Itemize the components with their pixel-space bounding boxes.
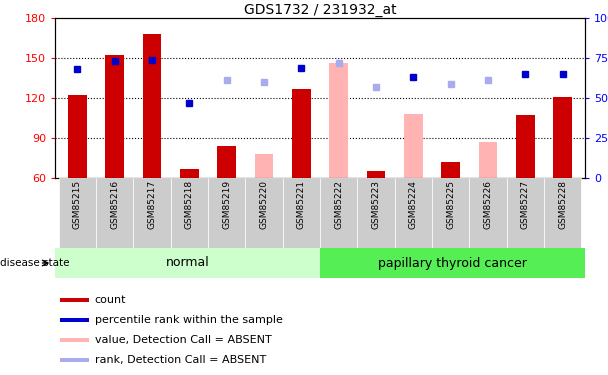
Text: GSM85217: GSM85217 xyxy=(148,180,156,229)
Bar xyxy=(255,154,274,178)
Bar xyxy=(59,178,96,248)
Bar xyxy=(432,178,469,248)
Bar xyxy=(133,178,171,248)
Text: value, Detection Call = ABSENT: value, Detection Call = ABSENT xyxy=(95,335,272,345)
Text: papillary thyroid cancer: papillary thyroid cancer xyxy=(378,256,527,270)
Bar xyxy=(180,169,199,178)
Text: GSM85215: GSM85215 xyxy=(73,180,82,229)
Text: normal: normal xyxy=(165,256,209,270)
Text: GSM85223: GSM85223 xyxy=(371,180,381,229)
Text: GSM85227: GSM85227 xyxy=(521,180,530,229)
Bar xyxy=(478,142,497,178)
Bar xyxy=(292,88,311,178)
Text: GSM85225: GSM85225 xyxy=(446,180,455,229)
Bar xyxy=(516,116,534,178)
Text: GSM85222: GSM85222 xyxy=(334,180,343,229)
Bar xyxy=(367,171,385,178)
Bar xyxy=(404,114,423,178)
Bar xyxy=(60,298,89,302)
Bar xyxy=(96,178,133,248)
Bar xyxy=(171,178,208,248)
Bar xyxy=(395,178,432,248)
Bar xyxy=(469,178,506,248)
Bar xyxy=(246,178,283,248)
Bar xyxy=(506,178,544,248)
Text: GSM85218: GSM85218 xyxy=(185,180,194,229)
Bar xyxy=(105,56,124,178)
Bar xyxy=(320,178,358,248)
Bar xyxy=(208,178,246,248)
Text: rank, Detection Call = ABSENT: rank, Detection Call = ABSENT xyxy=(95,355,266,365)
Text: GSM85219: GSM85219 xyxy=(222,180,231,229)
Bar xyxy=(68,95,87,178)
Bar xyxy=(358,178,395,248)
Bar xyxy=(55,248,320,278)
Bar xyxy=(60,338,89,342)
Text: GSM85226: GSM85226 xyxy=(483,180,492,229)
Text: disease state: disease state xyxy=(0,258,69,268)
Bar xyxy=(143,34,161,178)
Bar xyxy=(60,318,89,322)
Text: percentile rank within the sample: percentile rank within the sample xyxy=(95,315,283,325)
Text: count: count xyxy=(95,295,126,305)
Text: GSM85216: GSM85216 xyxy=(110,180,119,229)
Bar xyxy=(553,97,572,178)
Title: GDS1732 / 231932_at: GDS1732 / 231932_at xyxy=(244,3,396,17)
Bar xyxy=(60,358,89,362)
Text: GSM85224: GSM85224 xyxy=(409,180,418,229)
Bar xyxy=(330,63,348,178)
Text: GSM85221: GSM85221 xyxy=(297,180,306,229)
Text: GSM85228: GSM85228 xyxy=(558,180,567,229)
Text: GSM85220: GSM85220 xyxy=(260,180,269,229)
Bar xyxy=(217,146,236,178)
Bar xyxy=(544,178,581,248)
Bar xyxy=(441,162,460,178)
Bar xyxy=(320,248,585,278)
Bar xyxy=(283,178,320,248)
